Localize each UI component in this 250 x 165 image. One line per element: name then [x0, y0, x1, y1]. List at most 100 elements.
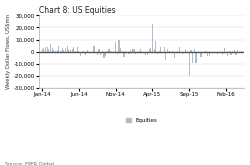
Bar: [68, 49, 70, 52]
Bar: [148, 49, 150, 52]
Bar: [110, 51, 111, 52]
Bar: [128, 52, 130, 54]
Bar: [217, 52, 218, 54]
Bar: [58, 46, 59, 52]
Bar: [168, 51, 170, 52]
Bar: [73, 47, 74, 52]
Bar: [65, 48, 66, 52]
Bar: [157, 52, 158, 54]
Bar: [236, 52, 237, 55]
Bar: [132, 49, 133, 52]
Bar: [70, 50, 71, 52]
Bar: [88, 52, 90, 53]
Bar: [200, 52, 202, 57]
Bar: [138, 51, 140, 52]
Bar: [97, 52, 98, 55]
Bar: [127, 52, 128, 53]
Bar: [179, 47, 180, 52]
Bar: [55, 51, 56, 52]
Bar: [147, 52, 148, 55]
Bar: [234, 50, 235, 52]
Bar: [102, 51, 103, 52]
Bar: [125, 51, 126, 52]
Bar: [229, 51, 230, 52]
Bar: [137, 52, 138, 53]
Bar: [45, 47, 46, 52]
Bar: [80, 52, 81, 56]
Bar: [195, 52, 196, 63]
Bar: [180, 52, 182, 53]
Bar: [209, 52, 210, 56]
Bar: [192, 52, 193, 63]
Bar: [77, 47, 78, 52]
Bar: [199, 52, 200, 53]
Bar: [130, 50, 131, 52]
Bar: [78, 51, 80, 52]
Bar: [222, 52, 223, 55]
Bar: [160, 47, 162, 52]
Bar: [117, 52, 118, 54]
Bar: [207, 52, 208, 56]
Text: Source: EPFR Global: Source: EPFR Global: [5, 162, 54, 165]
Legend: Equities: Equities: [126, 118, 157, 123]
Bar: [105, 52, 106, 56]
Bar: [134, 49, 135, 52]
Bar: [60, 51, 61, 52]
Bar: [165, 52, 166, 60]
Bar: [197, 52, 198, 53]
Bar: [43, 48, 44, 52]
Bar: [164, 47, 165, 52]
Bar: [115, 42, 116, 52]
Bar: [83, 51, 84, 52]
Bar: [154, 49, 155, 52]
Bar: [75, 51, 76, 52]
Bar: [232, 51, 233, 52]
Bar: [187, 51, 188, 52]
Bar: [87, 50, 88, 52]
Y-axis label: Weekly Dollar Flows, US$mn: Weekly Dollar Flows, US$mn: [6, 14, 10, 89]
Bar: [53, 50, 54, 52]
Bar: [50, 44, 51, 52]
Bar: [122, 51, 123, 52]
Bar: [52, 48, 53, 52]
Bar: [184, 52, 185, 53]
Text: Chart 8: US Equities: Chart 8: US Equities: [39, 6, 116, 15]
Bar: [230, 52, 232, 55]
Bar: [140, 49, 141, 52]
Bar: [120, 48, 121, 52]
Bar: [66, 46, 68, 52]
Bar: [42, 49, 43, 52]
Bar: [56, 50, 58, 52]
Bar: [155, 41, 156, 52]
Bar: [189, 52, 190, 76]
Bar: [194, 49, 195, 52]
Bar: [82, 52, 83, 53]
Bar: [237, 50, 238, 52]
Bar: [93, 46, 94, 52]
Bar: [46, 47, 48, 52]
Bar: [190, 50, 192, 52]
Bar: [107, 51, 108, 52]
Bar: [177, 50, 178, 52]
Bar: [185, 49, 186, 52]
Bar: [100, 52, 101, 55]
Bar: [85, 52, 86, 55]
Bar: [167, 49, 168, 52]
Bar: [142, 52, 143, 53]
Bar: [48, 50, 49, 52]
Bar: [63, 50, 64, 52]
Bar: [158, 50, 160, 52]
Bar: [227, 52, 228, 56]
Bar: [72, 49, 73, 52]
Bar: [98, 49, 100, 52]
Bar: [62, 48, 63, 52]
Bar: [174, 52, 175, 58]
Bar: [152, 24, 153, 52]
Bar: [92, 52, 93, 53]
Bar: [135, 52, 136, 54]
Bar: [172, 51, 173, 52]
Bar: [108, 49, 110, 52]
Bar: [182, 52, 183, 54]
Bar: [240, 51, 242, 52]
Bar: [118, 40, 120, 52]
